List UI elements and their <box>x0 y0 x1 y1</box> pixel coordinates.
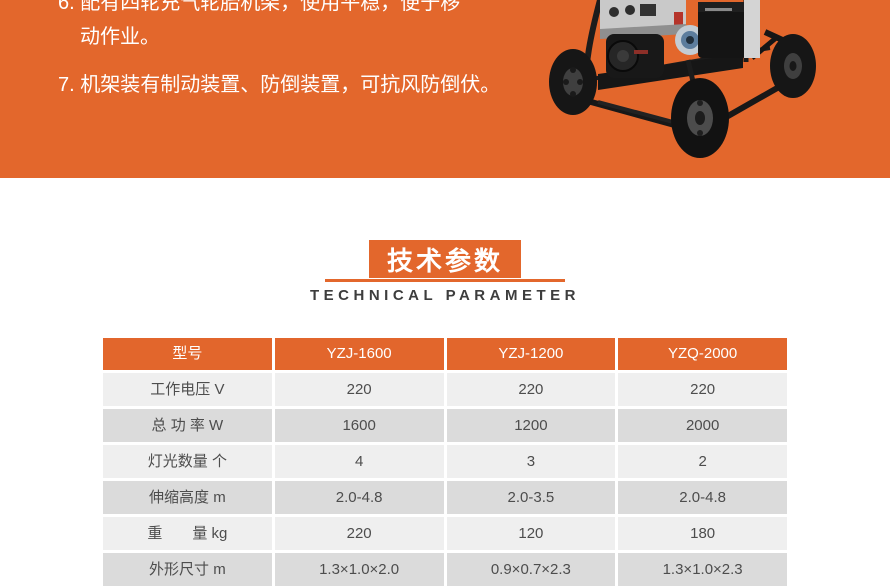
value-cell: 2.0-3.5 <box>446 481 616 514</box>
value-cell: 3 <box>446 445 616 478</box>
value-cell: 180 <box>618 517 787 550</box>
value-cell: 1.3×1.0×2.0 <box>274 553 444 586</box>
value-cell: 2000 <box>618 409 787 442</box>
value-cell: 220 <box>446 373 616 406</box>
front-wheel <box>671 78 729 158</box>
value-cell: 1.3×1.0×2.3 <box>618 553 787 586</box>
section-title-box: 技术参数 <box>369 240 521 278</box>
value-cell: 2 <box>618 445 787 478</box>
section-subtitle: TECHNICAL PARAMETER <box>310 287 580 304</box>
row-label-cell: 伸缩高度 m <box>103 481 272 514</box>
feature-item-7: 7. 机架装有制动装置、防倒装置，可抗风防倒伏。 <box>58 68 500 102</box>
feature-6-line-2: 动作业。 <box>80 26 160 48</box>
value-cell: 220 <box>274 517 444 550</box>
feature-list: 6. 配有四轮充气轮胎机架，使用平稳，便于移 动作业。 7. 机架装有制动装置、… <box>58 0 500 102</box>
value-cell: 2.0-4.8 <box>618 481 787 514</box>
row-label-cell: 外形尺寸 m <box>103 553 272 586</box>
value-cell: 2.0-4.8 <box>274 481 444 514</box>
value-cell: 220 <box>274 373 444 406</box>
row-label-cell: 重 量 kg <box>103 517 272 550</box>
rear-right-wheel <box>770 34 816 98</box>
section-header: 技术参数 TECHNICAL PARAMETER <box>0 240 890 304</box>
table-row-dimensions: 外形尺寸 m 1.3×1.0×2.0 0.9×0.7×2.3 1.3×1.0×2… <box>103 553 787 586</box>
row-label-cell: 灯光数量 个 <box>103 445 272 478</box>
title-underline <box>325 279 565 282</box>
parameter-table: 型号 YZJ-1600 YZJ-1200 YZQ-2000 工作电压 V 220… <box>103 338 787 586</box>
row-label-cell: 总 功 率 W <box>103 409 272 442</box>
header-cell-yzq2000: YZQ-2000 <box>618 338 787 370</box>
table-header-row: 型号 YZJ-1600 YZJ-1200 YZQ-2000 <box>103 338 787 370</box>
generator-cart-photo <box>549 0 816 158</box>
feature-item-6: 6. 配有四轮充气轮胎机架，使用平稳，便于移 动作业。 <box>58 0 500 54</box>
table-row-weight: 重 量 kg 220 120 180 <box>103 517 787 550</box>
feature-banner: 6. 配有四轮充气轮胎机架，使用平稳，便于移 动作业。 7. 机架装有制动装置、… <box>0 0 890 178</box>
table-row-lamp-count: 灯光数量 个 4 3 2 <box>103 445 787 478</box>
section-title: 技术参数 <box>386 245 503 276</box>
row-label-cell: 工作电压 V <box>103 373 272 406</box>
value-cell: 4 <box>274 445 444 478</box>
table-row-voltage: 工作电压 V 220 220 220 <box>103 373 787 406</box>
value-cell: 120 <box>446 517 616 550</box>
feature-7-line-1: 7. 机架装有制动装置、防倒装置，可抗风防倒伏。 <box>58 74 501 96</box>
header-cell-model: 型号 <box>103 338 272 370</box>
feature-6-line-1: 6. 配有四轮充气轮胎机架，使用平稳，便于移 <box>58 0 461 14</box>
header-cell-yzj1200: YZJ-1200 <box>446 338 616 370</box>
header-cell-yzj1600: YZJ-1600 <box>274 338 444 370</box>
value-cell: 0.9×0.7×2.3 <box>446 553 616 586</box>
table-row-power: 总 功 率 W 1600 1200 2000 <box>103 409 787 442</box>
value-cell: 220 <box>618 373 787 406</box>
generator-housing <box>698 2 746 58</box>
table-row-telescopic-height: 伸缩高度 m 2.0-4.8 2.0-3.5 2.0-4.8 <box>103 481 787 514</box>
value-cell: 1600 <box>274 409 444 442</box>
value-cell: 1200 <box>446 409 616 442</box>
rear-left-wheel <box>549 49 597 115</box>
